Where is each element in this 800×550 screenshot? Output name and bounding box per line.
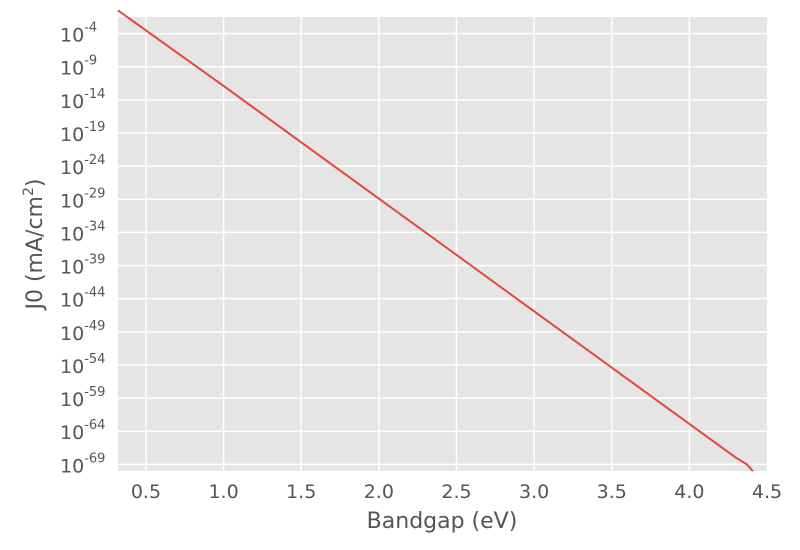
y-tick-base: 10 bbox=[60, 124, 84, 146]
y-tick-exponent: -34 bbox=[84, 219, 105, 234]
x-tick-label: 3.5 bbox=[597, 481, 627, 503]
y-tick-exponent: -29 bbox=[84, 186, 105, 201]
y-tick-label: 10-34 bbox=[60, 219, 105, 245]
x-tick-label: 3.0 bbox=[519, 481, 549, 503]
y-tick-label: 10-39 bbox=[60, 253, 105, 279]
y-tick-exponent: -49 bbox=[84, 319, 105, 334]
x-tick-labels: 0.5 1.0 1.5 2.0 2.5 3.0 3.5 4.0 4.5 bbox=[131, 481, 782, 503]
y-tick-base: 10 bbox=[60, 58, 84, 80]
y-axis-label-end: ) bbox=[23, 179, 48, 188]
y-tick-base: 10 bbox=[60, 356, 84, 378]
y-axis-label: J0 (mA/cm2) bbox=[21, 179, 48, 312]
y-tick-base: 10 bbox=[60, 157, 84, 179]
grid bbox=[118, 17, 767, 471]
x-tick-label: 1.5 bbox=[286, 481, 316, 503]
y-tick-label: 10-19 bbox=[60, 120, 105, 146]
y-tick-base: 10 bbox=[60, 290, 84, 312]
x-tick-label: 4.0 bbox=[674, 481, 704, 503]
y-tick-exponent: -44 bbox=[84, 286, 105, 301]
y-tick-label: 10-9 bbox=[60, 54, 97, 80]
y-tick-labels: 10-410-910-1410-1910-2410-2910-3410-3910… bbox=[60, 21, 105, 478]
y-tick-base: 10 bbox=[60, 455, 84, 477]
y-tick-base: 10 bbox=[60, 422, 84, 444]
y-tick-exponent: -59 bbox=[84, 385, 105, 400]
y-tick-label: 10-14 bbox=[60, 87, 105, 113]
y-axis-label-main: J0 (mA/cm bbox=[23, 196, 48, 311]
y-tick-exponent: -4 bbox=[84, 21, 97, 36]
y-tick-exponent: -14 bbox=[84, 87, 105, 102]
y-tick-base: 10 bbox=[60, 389, 84, 411]
y-tick-exponent: -24 bbox=[84, 153, 105, 168]
x-tick-label: 2.0 bbox=[364, 481, 394, 503]
y-axis-label-superscript: 2 bbox=[21, 187, 37, 196]
y-tick-base: 10 bbox=[60, 190, 84, 212]
y-tick-exponent: -39 bbox=[84, 253, 105, 268]
y-tick-base: 10 bbox=[60, 91, 84, 113]
x-tick-label: 0.5 bbox=[131, 481, 161, 503]
x-tick-label: 1.0 bbox=[208, 481, 238, 503]
y-tick-base: 10 bbox=[60, 223, 84, 245]
series-layer bbox=[117, 9, 754, 472]
y-tick-label: 10-64 bbox=[60, 418, 105, 444]
y-tick-label: 10-59 bbox=[60, 385, 105, 411]
x-axis-label: Bandgap (eV) bbox=[367, 509, 518, 534]
y-tick-label: 10-54 bbox=[60, 352, 105, 378]
y-tick-base: 10 bbox=[60, 257, 84, 279]
y-tick-exponent: -54 bbox=[84, 352, 105, 367]
y-tick-label: 10-4 bbox=[60, 21, 97, 47]
y-tick-label: 10-24 bbox=[60, 153, 105, 179]
y-tick-label: 10-49 bbox=[60, 319, 105, 345]
x-tick-label: 4.5 bbox=[752, 481, 782, 503]
y-tick-exponent: -19 bbox=[84, 120, 105, 135]
y-tick-base: 10 bbox=[60, 25, 84, 47]
y-tick-exponent: -69 bbox=[84, 451, 105, 466]
series-line bbox=[117, 9, 754, 472]
x-tick-label: 2.5 bbox=[441, 481, 471, 503]
y-tick-base: 10 bbox=[60, 323, 84, 345]
y-tick-exponent: -64 bbox=[84, 418, 105, 433]
y-tick-exponent: -9 bbox=[84, 54, 97, 69]
y-tick-label: 10-44 bbox=[60, 286, 105, 312]
y-tick-label: 10-29 bbox=[60, 186, 105, 212]
y-tick-label: 10-69 bbox=[60, 451, 105, 477]
